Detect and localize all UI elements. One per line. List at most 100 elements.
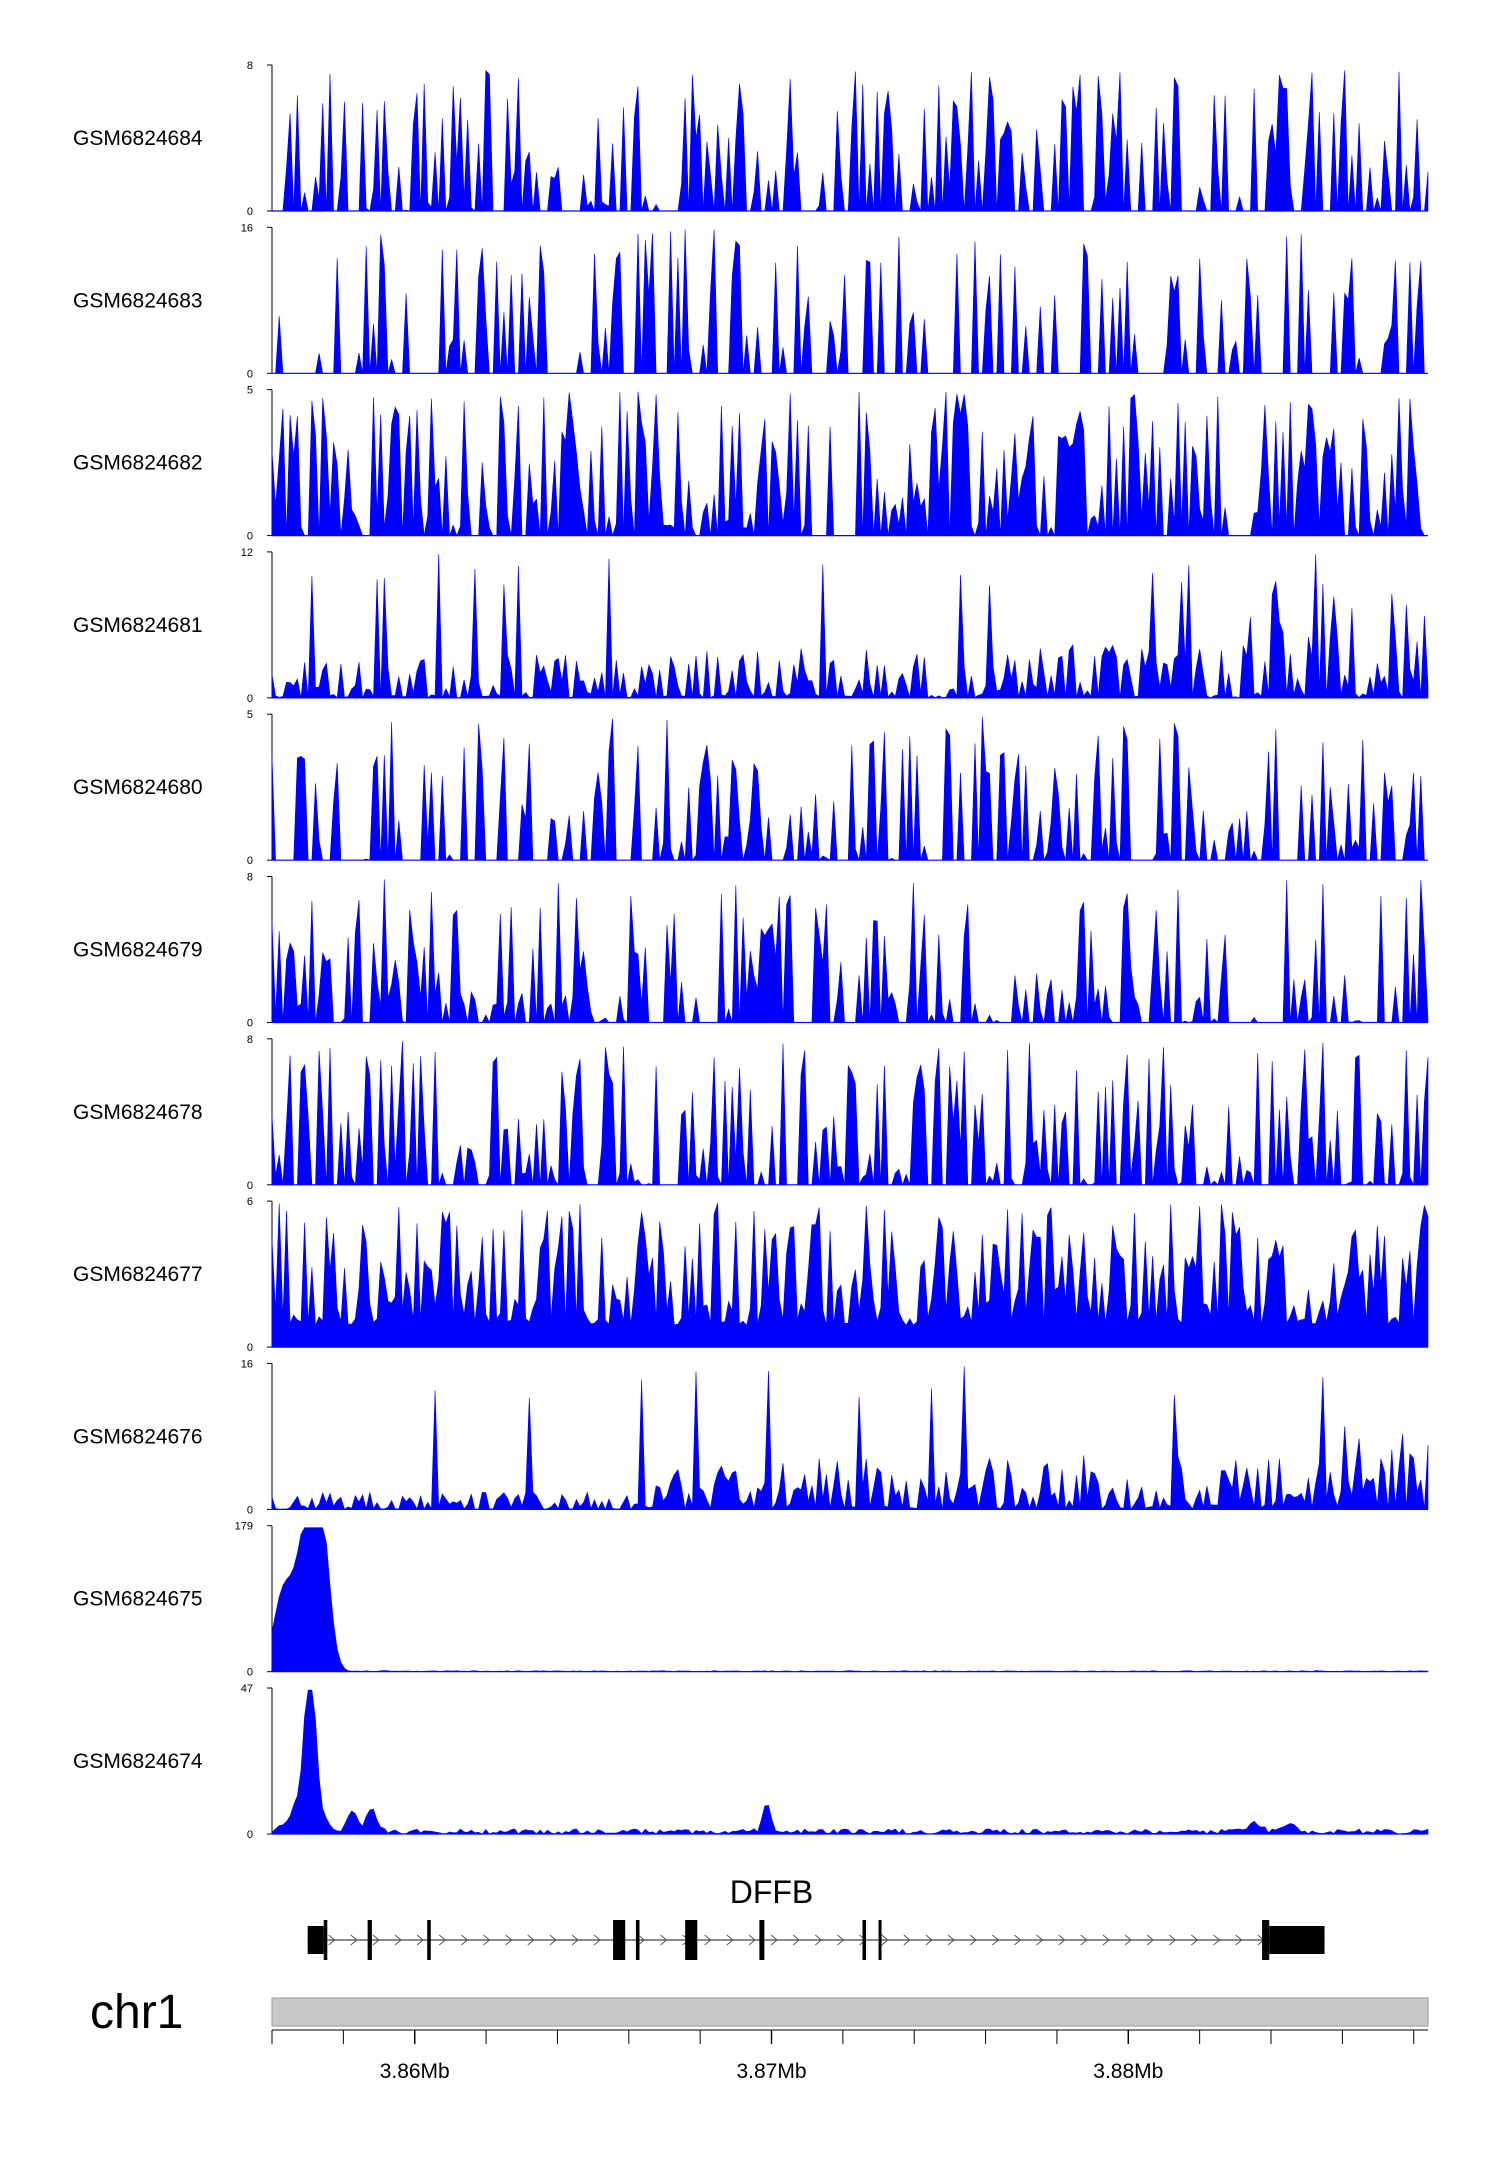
strand-arrow-icon	[770, 1934, 778, 1946]
strand-arrow-icon	[1058, 1934, 1066, 1946]
strand-arrow-icon	[991, 1934, 1000, 1946]
coverage-area	[272, 229, 1428, 374]
strand-arrow-icon	[1080, 1934, 1088, 1946]
strand-arrow-icon	[1235, 1934, 1243, 1946]
track-label: GSM6824674	[73, 1750, 203, 1773]
y-tick-min-label: 0	[247, 1829, 253, 1841]
gene-utr	[307, 1926, 324, 1954]
track-label: GSM6824675	[73, 1588, 203, 1611]
strand-arrow-icon	[438, 1934, 447, 1946]
strand-arrow-icon	[1146, 1934, 1154, 1946]
gene-exon	[635, 1920, 640, 1960]
gene-exon	[1262, 1920, 1270, 1960]
track-label: GSM6824680	[73, 776, 203, 799]
gene-exon	[685, 1920, 698, 1960]
gene-exon	[427, 1920, 431, 1960]
coverage-area	[271, 1040, 1429, 1186]
coverage-track: GSM6824676 16 0	[73, 1358, 1429, 1516]
strand-arrow-icon	[1102, 1934, 1110, 1946]
y-tick-max-label: 8	[247, 1034, 253, 1046]
x-tick-label: 3.88Mb	[1093, 2060, 1163, 2083]
y-tick-min-label: 0	[247, 1342, 253, 1354]
y-tick-max-label: 5	[247, 709, 253, 721]
y-tick-min-label: 0	[247, 206, 253, 218]
strand-arrow-icon	[969, 1934, 977, 1946]
coverage-track: GSM6824684 8 0	[73, 60, 1429, 218]
strand-arrow-icon	[549, 1934, 557, 1946]
strand-arrow-icon	[350, 1934, 358, 1946]
strand-arrow-icon	[328, 1934, 336, 1946]
y-tick-min-label: 0	[247, 1504, 253, 1516]
coverage-area	[271, 1689, 1429, 1835]
strand-arrow-icon	[1168, 1934, 1177, 1946]
coverage-area	[271, 1527, 1429, 1673]
coverage-area	[271, 391, 1428, 537]
coverage-track: GSM6824682 5 0	[73, 385, 1428, 543]
y-tick-max-label: 179	[235, 1521, 253, 1533]
coverage-track: GSM6824678 8 0	[73, 1034, 1429, 1192]
coverage-area	[271, 1366, 1429, 1511]
y-tick-min-label: 0	[247, 693, 253, 705]
coverage-track: GSM6824675 179 0	[73, 1521, 1429, 1679]
y-tick-max-label: 8	[247, 872, 253, 884]
strand-arrow-icon	[814, 1934, 823, 1946]
strand-arrow-icon	[505, 1934, 513, 1946]
strand-arrow-icon	[394, 1934, 402, 1946]
strand-arrow-icon	[881, 1934, 889, 1946]
gene-exon	[759, 1920, 765, 1960]
strand-arrow-icon	[527, 1934, 535, 1946]
strand-arrow-icon	[571, 1934, 579, 1946]
strand-arrow-icon	[748, 1934, 756, 1946]
genome-axis-track: chr1 3.86Mb 3.87Mb 3.88Mb	[90, 1986, 1429, 2083]
track-label: GSM6824683	[73, 289, 203, 312]
track-label: GSM6824682	[73, 452, 203, 475]
gene-exon	[613, 1920, 626, 1960]
gene-name-label: DFFB	[730, 1874, 814, 1910]
strand-arrow-icon	[372, 1934, 380, 1946]
strand-arrow-icon	[593, 1934, 601, 1946]
chromosome-ideogram-bar	[271, 1997, 1429, 2027]
gene-exon	[367, 1920, 372, 1960]
y-tick-min-label: 0	[247, 368, 253, 380]
coverage-track: GSM6824674 47 0	[73, 1683, 1429, 1841]
coverage-track: GSM6824679 8 0	[73, 872, 1429, 1030]
y-tick-min-label: 0	[247, 1018, 253, 1030]
x-tick-label: 3.86Mb	[380, 2060, 450, 2083]
coverage-track: GSM6824681 12 0	[73, 547, 1429, 705]
y-tick-max-label: 16	[241, 222, 253, 234]
y-tick-max-label: 47	[241, 1683, 253, 1695]
strand-arrow-icon	[903, 1934, 911, 1946]
gene-annotation-track: DFFB	[307, 1874, 1325, 1960]
track-label: GSM6824677	[73, 1263, 203, 1286]
chromosome-label: chr1	[90, 1986, 183, 2039]
track-label: GSM6824684	[73, 127, 203, 150]
strand-arrow-icon	[1014, 1934, 1022, 1946]
coverage-track: GSM6824683 16 0	[73, 222, 1428, 380]
strand-arrow-icon	[1191, 1934, 1199, 1946]
strand-arrow-icon	[792, 1934, 800, 1946]
coverage-area	[271, 716, 1428, 862]
strand-arrow-icon	[704, 1934, 712, 1946]
strand-arrow-icon	[837, 1934, 845, 1946]
gene-exon	[862, 1920, 867, 1960]
coverage-track: GSM6824680 5 0	[73, 709, 1428, 867]
coverage-track: GSM6824677 6 0	[73, 1196, 1429, 1354]
strand-arrow-icon	[726, 1934, 734, 1946]
gene-utr	[1269, 1926, 1325, 1954]
y-tick-min-label: 0	[247, 855, 253, 867]
x-tick-label: 3.87Mb	[736, 2060, 806, 2083]
strand-arrow-icon	[947, 1934, 955, 1946]
y-tick-max-label: 12	[241, 547, 253, 559]
track-label: GSM6824678	[73, 1101, 203, 1124]
strand-arrow-icon	[1124, 1934, 1132, 1946]
coverage-tracks: GSM682468480GSM6824683160GSM682468250GSM…	[73, 60, 1429, 1841]
strand-arrow-icon	[638, 1934, 646, 1946]
strand-arrow-icon	[483, 1934, 491, 1946]
coverage-area	[272, 69, 1429, 212]
coverage-area	[271, 879, 1429, 1024]
strand-arrow-icon	[1213, 1934, 1221, 1946]
strand-arrow-icon	[416, 1934, 424, 1946]
coverage-area	[271, 554, 1429, 699]
strand-arrow-icon	[925, 1934, 933, 1946]
